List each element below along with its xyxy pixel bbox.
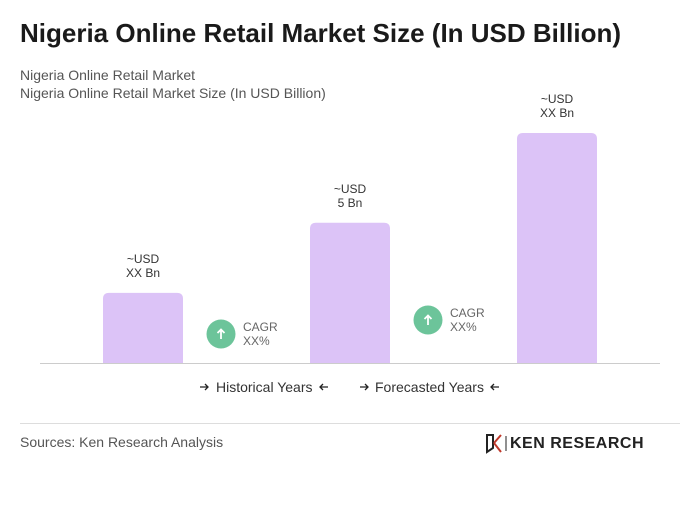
logo-icon: [486, 434, 507, 454]
value-label: ~USD XX Bn: [125, 251, 161, 280]
title: Nigeria Online Retail Market Size (In US…: [20, 18, 621, 48]
period-label: Historical Years: [216, 379, 313, 395]
cagr-label: CAGR XX%: [450, 306, 485, 334]
bar: [517, 133, 597, 363]
value-label: ~USD XX Bn: [539, 92, 575, 120]
cagr-arrow: [216, 328, 226, 339]
bar: [103, 292, 183, 363]
subtitle: Nigeria Online Retail Market Size (In US…: [20, 85, 326, 101]
brand: KEN RESEARCH: [510, 435, 645, 452]
bar: [310, 222, 390, 363]
value-label: ~USD 5 Bn: [333, 181, 367, 210]
cagr-arrow: [423, 314, 433, 325]
period-label: Forecasted Years: [375, 379, 484, 395]
source: Sources: Ken Research Analysis: [20, 434, 224, 450]
arrow-left: [490, 383, 499, 391]
arrow-right: [200, 383, 209, 391]
arrow-left: [319, 383, 328, 391]
cagr-label: CAGR XX%: [243, 320, 278, 348]
arrow-right: [360, 383, 369, 391]
subtitle: Nigeria Online Retail Market: [20, 67, 196, 83]
